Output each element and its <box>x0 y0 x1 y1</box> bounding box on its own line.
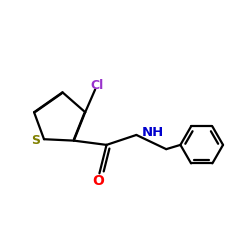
Text: O: O <box>92 174 104 188</box>
Text: S: S <box>32 134 40 147</box>
Text: Cl: Cl <box>90 79 103 92</box>
Text: NH: NH <box>142 126 164 139</box>
